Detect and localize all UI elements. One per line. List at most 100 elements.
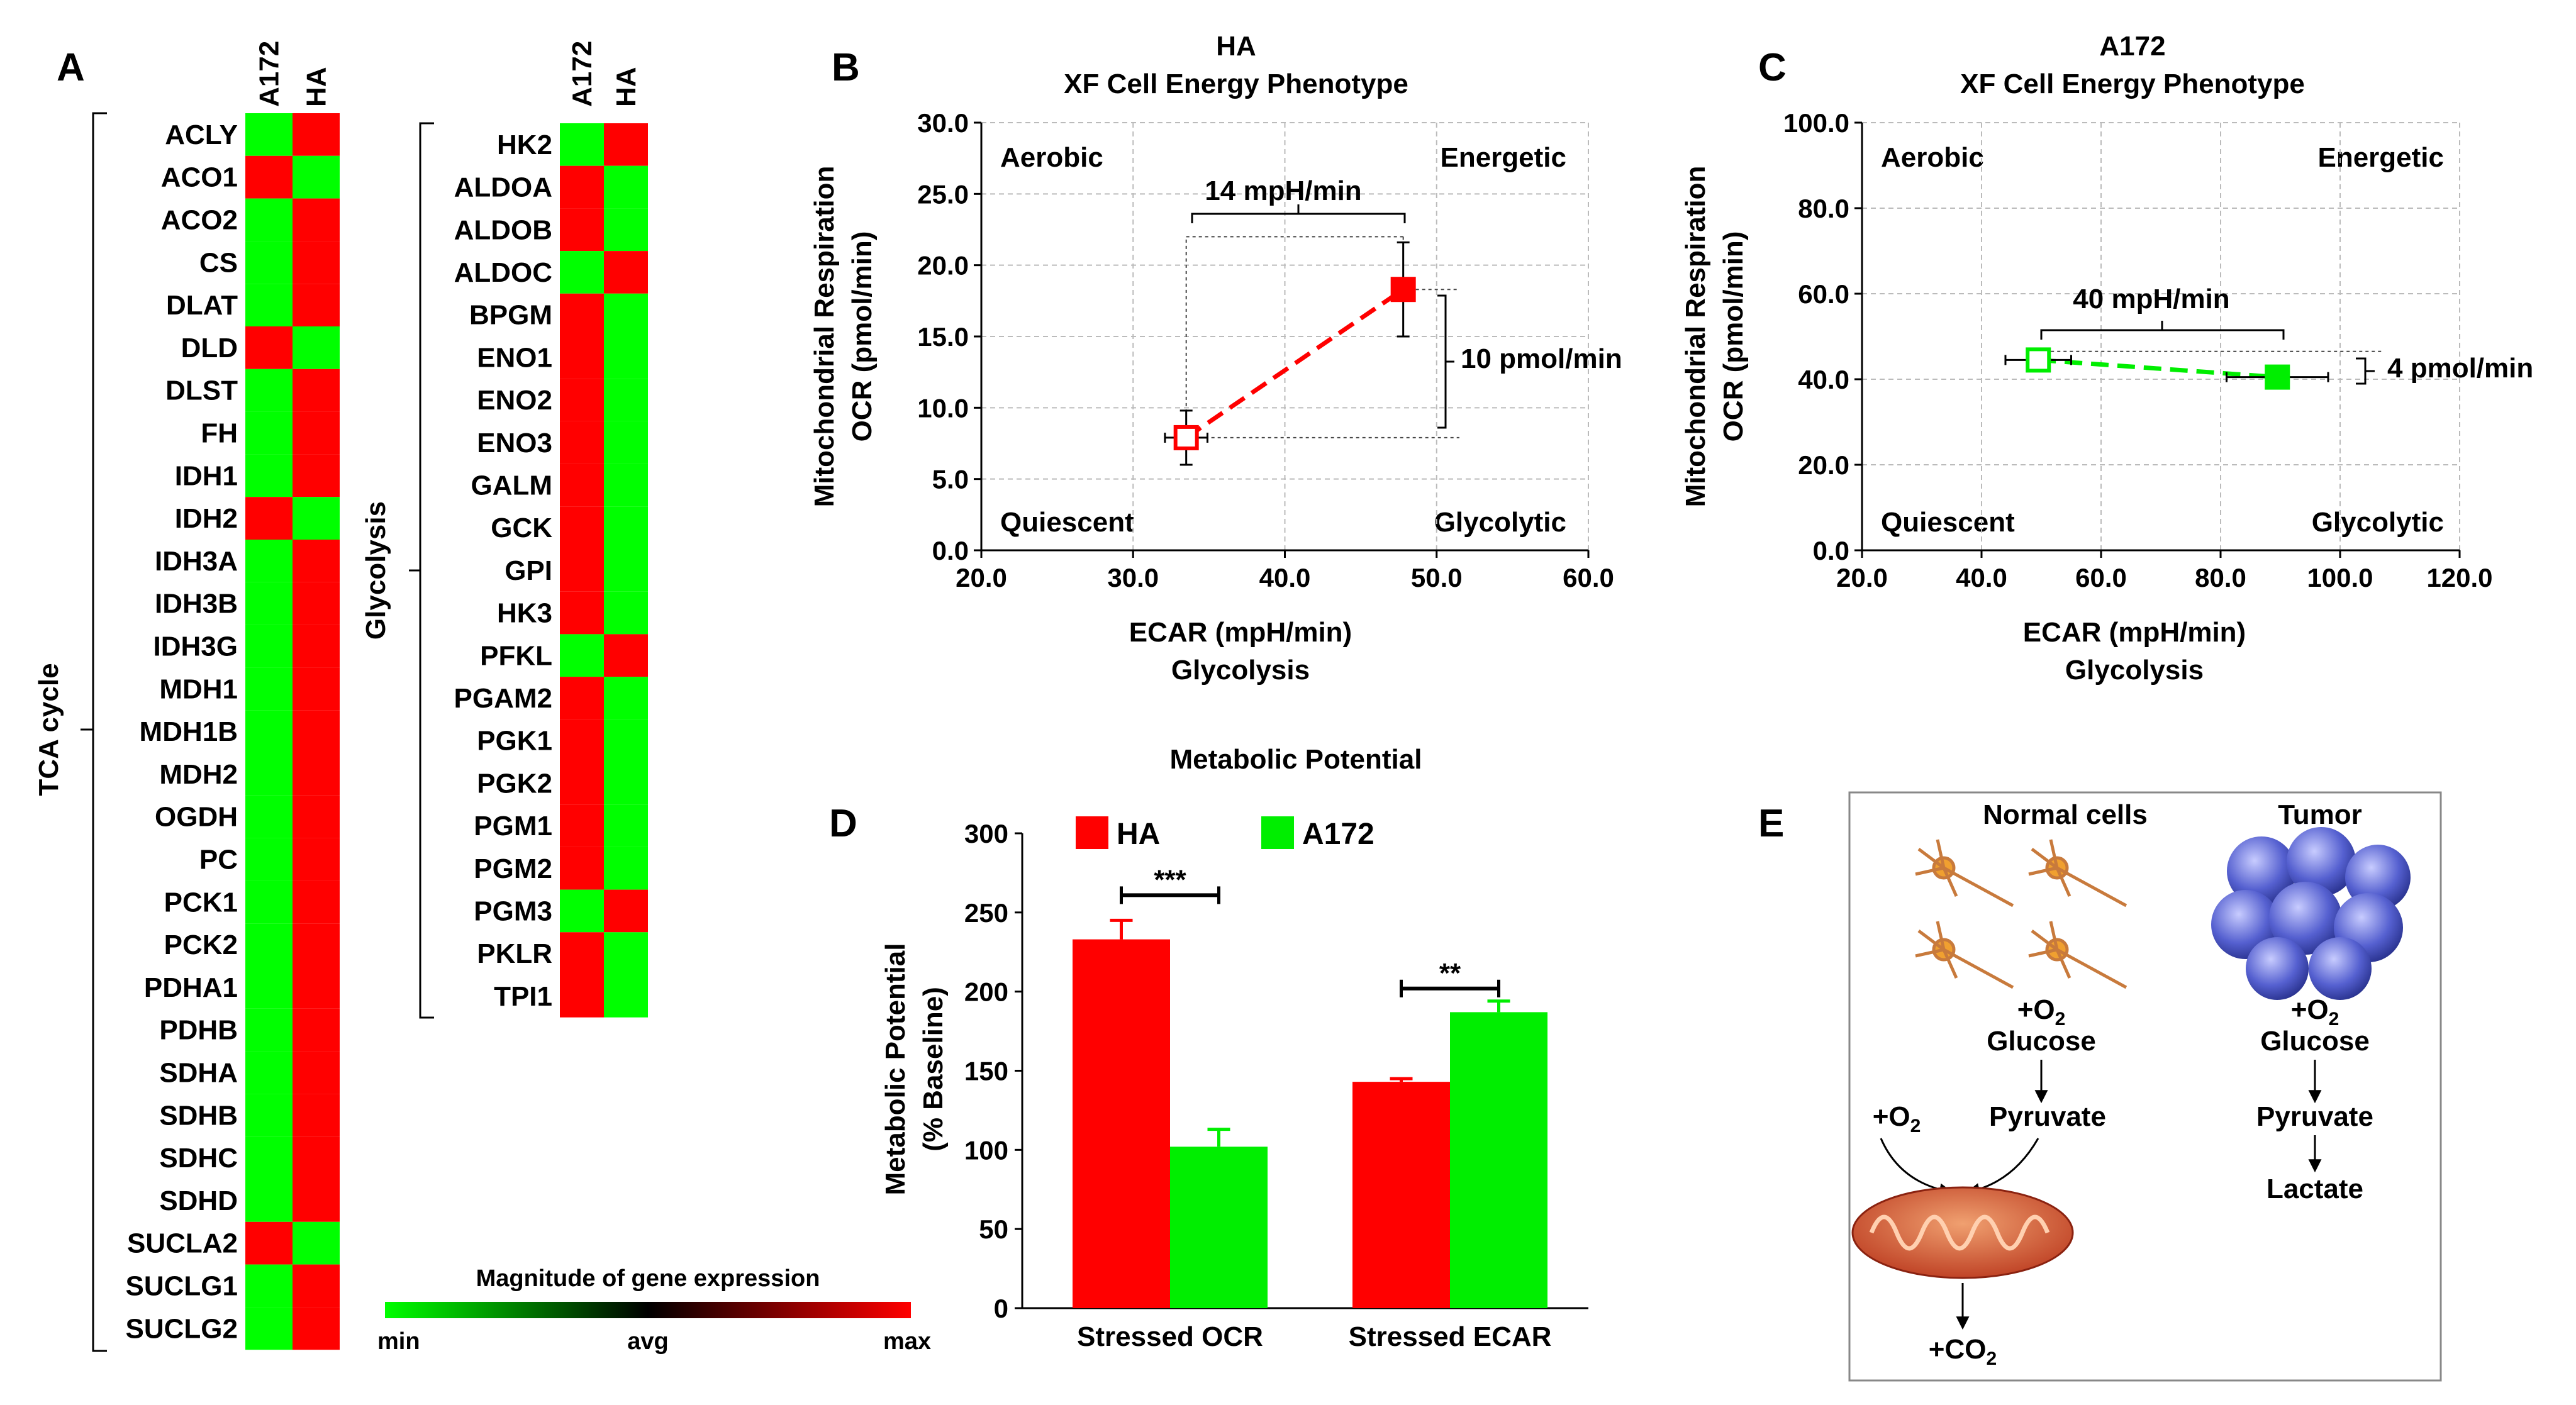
significance-label: ** bbox=[1439, 958, 1461, 989]
glyc-cell-a172-eno3 bbox=[560, 421, 604, 464]
colorbar bbox=[385, 1302, 911, 1318]
mito-o2-label: +O2 bbox=[1873, 1101, 1921, 1136]
panel-c-xlabel-line2: Glycolysis bbox=[2065, 655, 2204, 686]
co2-label: +CO2 bbox=[1929, 1334, 1997, 1369]
tca-gene-aco2: ACO2 bbox=[161, 205, 238, 236]
tca-cell-a172-fh bbox=[245, 411, 293, 455]
panel-c-label: C bbox=[1758, 46, 1787, 89]
tca-gene-idh3b: IDH3B bbox=[155, 589, 238, 619]
tca-gene-sdhc: SDHC bbox=[159, 1143, 238, 1174]
glyc-cell-a172-pgm1 bbox=[560, 804, 604, 847]
heatmap-glycolysis: A172 HA HK2 ALDOA ALDOB ALDOC BPGM ENO1 ENO2 ENO3… bbox=[454, 41, 648, 1018]
tca-cell-ha-suclg2 bbox=[293, 1307, 340, 1350]
colorbar-min: min bbox=[377, 1328, 420, 1355]
panel-c-xlabel-line1: ECAR (mpH/min) bbox=[2023, 617, 2246, 648]
panel-d-ylabel-line1: Metabolic Potential bbox=[880, 943, 911, 1196]
glyc-cell-a172-aldoc bbox=[560, 251, 604, 294]
y-tick-label: 10.0 bbox=[917, 393, 969, 423]
tca-gene-sdhb: SDHB bbox=[159, 1100, 238, 1131]
panel-b-quadrant-quiescent: Quiescent bbox=[1000, 507, 1134, 538]
glyc-gene-gpi: GPI bbox=[505, 555, 552, 586]
tumor-pyruvate-label: Pyruvate bbox=[2256, 1101, 2373, 1132]
tca-cell-ha-pc bbox=[293, 838, 340, 881]
tca-gene-acly: ACLY bbox=[165, 119, 238, 150]
tca-cell-a172-pck2 bbox=[245, 923, 293, 966]
glyc-gene-tpi1: TPI1 bbox=[494, 981, 552, 1012]
bar-a172-0 bbox=[1170, 1147, 1268, 1308]
tca-cell-ha-sdha bbox=[293, 1051, 340, 1094]
tumor-o2-label: +O2 bbox=[2291, 994, 2339, 1030]
tca-cell-a172-dld bbox=[245, 326, 293, 369]
y-tick-label: 20.0 bbox=[1798, 450, 1849, 480]
bar-ha-1 bbox=[1352, 1082, 1450, 1308]
glycolysis-bracket bbox=[419, 122, 434, 1019]
panel-b-title-line2: XF Cell Energy Phenotype bbox=[1064, 69, 1408, 99]
glyc-cell-ha-eno3 bbox=[604, 421, 648, 464]
tca-cell-a172-sdhb bbox=[245, 1094, 293, 1137]
tca-cell-ha-fh bbox=[293, 411, 340, 455]
x-tick-label: 120.0 bbox=[2426, 563, 2492, 592]
y-tick-label: 20.0 bbox=[917, 251, 969, 280]
mitochondrion-icon bbox=[1851, 1186, 2074, 1279]
panel-a: A A172 HA ACLY ACO1 ACO2 CS DLAT DLD DLST FH IDH1 I… bbox=[33, 41, 931, 1355]
tca-gene-suclg1: SUCLG1 bbox=[126, 1271, 238, 1302]
panel-b-delta-x: 14 mpH/min bbox=[1205, 175, 1361, 206]
y-tick-label: 50 bbox=[979, 1214, 1008, 1244]
x-tick-label: 60.0 bbox=[2075, 563, 2127, 592]
glyc-gene-aldoc: ALDOC bbox=[454, 257, 552, 288]
normal-o2-label: +O2 bbox=[2017, 994, 2066, 1030]
x-tick-label: 30.0 bbox=[1107, 563, 1159, 592]
glyc-cell-a172-eno1 bbox=[560, 336, 604, 379]
glyc-cell-a172-hk2 bbox=[560, 123, 604, 166]
panel-c-ylabel-line1: Mitochondrial Respiration bbox=[1680, 166, 1711, 508]
y-tick-label: 0.0 bbox=[1813, 536, 1849, 565]
y-tick-label: 0 bbox=[994, 1294, 1008, 1323]
glyc-cell-a172-pgam2 bbox=[560, 677, 604, 719]
glyc-cell-ha-pklr bbox=[604, 932, 648, 975]
y-tick-label: 5.0 bbox=[932, 465, 969, 494]
glyc-cell-ha-pgm1 bbox=[604, 804, 648, 847]
glyc-gene-pgm3: PGM3 bbox=[474, 896, 552, 926]
glyc-column-a172: A172 bbox=[567, 41, 598, 107]
glyc-cell-a172-pgk2 bbox=[560, 762, 604, 805]
bar-ha-0 bbox=[1073, 939, 1170, 1308]
pyruvate-to-mito-arrow bbox=[1966, 1138, 2039, 1196]
glyc-cell-a172-gck bbox=[560, 506, 604, 549]
glyc-gene-pgm2: PGM2 bbox=[474, 853, 552, 884]
glyc-cell-ha-pgk1 bbox=[604, 719, 648, 762]
tca-cell-a172-idh3a bbox=[245, 540, 293, 582]
glyc-cell-ha-pgam2 bbox=[604, 677, 648, 719]
tca-cell-ha-aco1 bbox=[293, 155, 340, 199]
tca-gene-mdh1: MDH1 bbox=[159, 674, 238, 704]
panel-c: C A172 XF Cell Energy Phenotype Mitochon… bbox=[1680, 31, 2533, 686]
panel-c-ylabel-line2: OCR (pmol/min) bbox=[1718, 231, 1749, 442]
y-tick-label: 80.0 bbox=[1798, 194, 1849, 223]
tca-cell-a172-aco1 bbox=[245, 155, 293, 199]
tca-cell-a172-ogdh bbox=[245, 795, 293, 838]
tumor-glucose-label: Glucose bbox=[2260, 1026, 2370, 1057]
glyc-gene-hk3: HK3 bbox=[497, 598, 552, 629]
legend-swatch-a172 bbox=[1261, 816, 1294, 849]
lactate-label: Lactate bbox=[2267, 1174, 2363, 1204]
x-tick-label: 20.0 bbox=[1836, 563, 1888, 592]
glyc-gene-pgk2: PGK2 bbox=[477, 768, 552, 799]
tca-cell-ha-sdhb bbox=[293, 1094, 340, 1137]
glyc-cell-a172-pgm2 bbox=[560, 847, 604, 890]
tca-cell-a172-suclg2 bbox=[245, 1307, 293, 1350]
panel-c-quadrant-energetic: Energetic bbox=[2317, 142, 2444, 173]
tca-gene-pdha1: PDHA1 bbox=[144, 972, 238, 1003]
tca-gene-dld: DLD bbox=[181, 333, 238, 364]
delta-guide-lines bbox=[1185, 236, 1459, 438]
tca-gene-sdhd: SDHD bbox=[159, 1186, 238, 1216]
tca-cell-a172-sdhc bbox=[245, 1136, 293, 1179]
legend-swatch-ha bbox=[1076, 816, 1108, 849]
tca-cell-a172-acly bbox=[245, 113, 293, 156]
tca-cell-a172-idh3g bbox=[245, 625, 293, 668]
panel-d-title: Metabolic Potential bbox=[1170, 744, 1422, 775]
panel-c-delta-y: 4 pmol/min bbox=[2387, 353, 2533, 384]
tca-cell-a172-mdh1 bbox=[245, 667, 293, 711]
tca-column-ha: HA bbox=[301, 67, 332, 107]
tca-cell-ha-dlat bbox=[293, 284, 340, 326]
panel-b: B HA XF Cell Energy Phenotype Mitochondr… bbox=[809, 31, 1622, 686]
colorbar-title: Magnitude of gene expression bbox=[476, 1265, 820, 1292]
